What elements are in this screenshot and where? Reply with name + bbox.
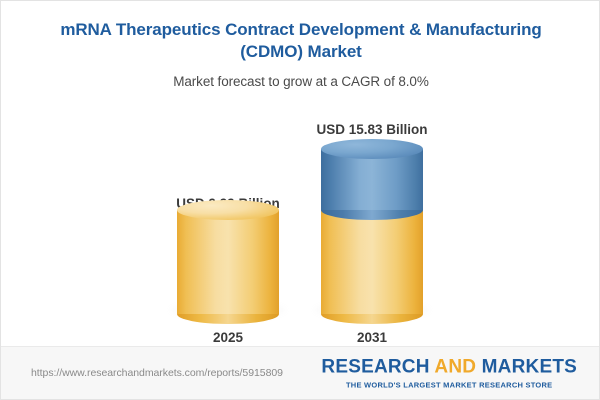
page-title: mRNA Therapeutics Contract Development &…: [60, 20, 542, 62]
bar-segment-base-2031: [321, 210, 423, 324]
report-url[interactable]: https://www.researchandmarkets.com/repor…: [31, 367, 283, 379]
logo-tagline: THE WORLD'S LARGEST MARKET RESEARCH STOR…: [345, 380, 553, 390]
cylinder-2031: [321, 139, 423, 324]
category-label-2031: 2031: [356, 330, 388, 345]
cylinder-body: [321, 149, 423, 210]
cylinder-2025: [177, 200, 279, 324]
bar-segment-base-2025: [177, 200, 279, 324]
logo-text-research: RESEARCH: [321, 356, 435, 378]
category-label-2025: 2025: [212, 330, 244, 345]
cylinder-top-cap: [177, 200, 279, 220]
bar-group-2025: USD 9.99 Billion 2025: [168, 105, 288, 345]
logo-text-and: AND: [434, 356, 477, 378]
bar-group-2031: USD 15.83 Billion 2031: [312, 105, 432, 345]
value-label-2031: USD 15.83 Billion: [316, 122, 428, 137]
cylinder-body: [177, 210, 279, 314]
logo-wordmark: RESEARCH AND MARKETS: [321, 357, 577, 379]
chart-plot-area: USD 9.99 Billion 2025 USD 15.83 Billion: [1, 105, 599, 345]
footer: https://www.researchandmarkets.com/repor…: [1, 346, 599, 399]
chart-subtitle: Market forecast to grow at a CAGR of 8.0…: [173, 73, 429, 89]
cylinder-top-cap: [321, 139, 423, 159]
cylinder-body: [321, 210, 423, 314]
bar-segment-growth-2031: [321, 139, 423, 220]
logo-text-markets: MARKETS: [476, 356, 577, 378]
header: mRNA Therapeutics Contract Development &…: [1, 1, 599, 89]
research-and-markets-logo: RESEARCH AND MARKETS THE WORLD'S LARGEST…: [321, 357, 577, 390]
